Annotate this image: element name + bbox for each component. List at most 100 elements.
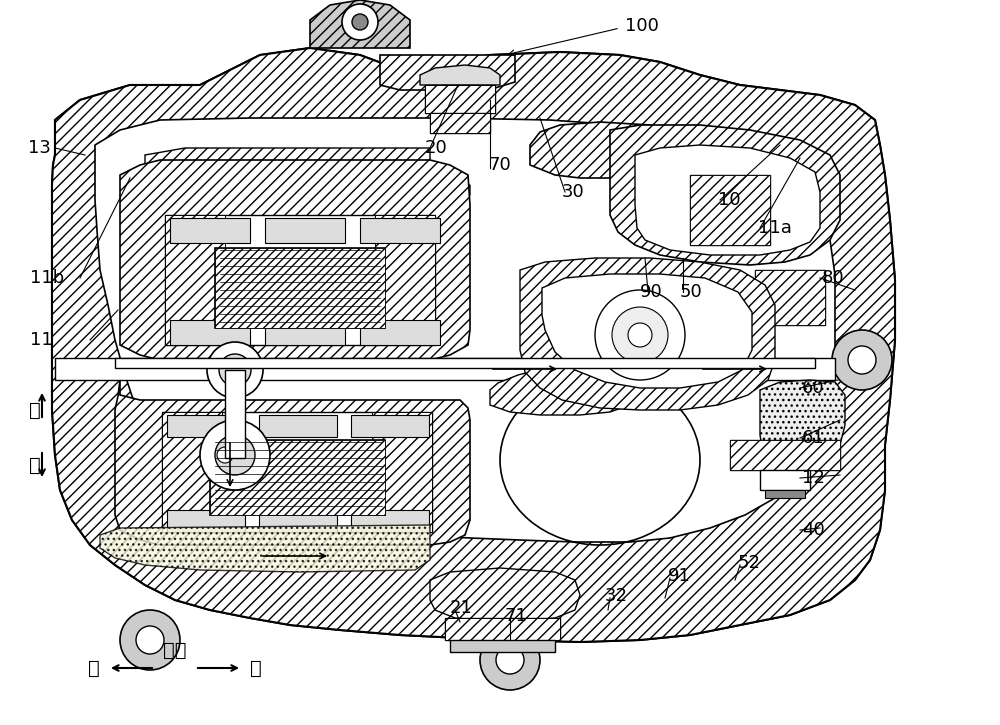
Bar xyxy=(695,280,745,320)
Circle shape xyxy=(136,626,164,654)
Circle shape xyxy=(120,610,180,670)
Text: 70: 70 xyxy=(488,156,511,174)
Circle shape xyxy=(848,346,876,374)
Bar xyxy=(755,270,825,325)
Bar xyxy=(210,440,385,515)
Polygon shape xyxy=(420,65,500,85)
Text: 12: 12 xyxy=(802,469,825,487)
Bar xyxy=(351,415,429,437)
Text: 100: 100 xyxy=(625,17,659,35)
Circle shape xyxy=(832,330,892,390)
Polygon shape xyxy=(100,525,430,572)
Polygon shape xyxy=(490,365,640,415)
Text: 21: 21 xyxy=(450,599,473,617)
Bar xyxy=(445,618,560,640)
Text: 52: 52 xyxy=(738,554,761,572)
Bar xyxy=(375,215,435,345)
Polygon shape xyxy=(635,145,820,255)
Polygon shape xyxy=(610,125,840,265)
Bar xyxy=(450,640,555,652)
Bar xyxy=(760,470,810,490)
Bar xyxy=(170,320,250,345)
Bar xyxy=(167,510,245,532)
Text: 90: 90 xyxy=(640,283,663,301)
Bar xyxy=(430,113,490,133)
Bar xyxy=(170,218,250,243)
Bar xyxy=(755,270,825,325)
Circle shape xyxy=(215,435,255,475)
Circle shape xyxy=(496,646,524,674)
Text: 上: 上 xyxy=(29,400,41,420)
Circle shape xyxy=(342,4,378,40)
Circle shape xyxy=(352,14,368,30)
Text: 11: 11 xyxy=(30,331,53,349)
Bar xyxy=(115,358,815,368)
Bar xyxy=(690,175,770,245)
Bar xyxy=(225,370,245,458)
Text: 32: 32 xyxy=(605,587,628,605)
Polygon shape xyxy=(310,0,410,48)
Circle shape xyxy=(207,342,263,398)
Bar xyxy=(360,218,440,243)
Text: 左: 左 xyxy=(88,658,100,677)
Bar xyxy=(259,510,337,532)
Circle shape xyxy=(217,447,233,463)
Text: 11a: 11a xyxy=(758,219,792,237)
Bar xyxy=(215,248,385,328)
Bar xyxy=(425,85,495,113)
Bar xyxy=(165,215,225,345)
Text: 61: 61 xyxy=(802,429,825,447)
Polygon shape xyxy=(120,160,470,360)
Text: 30: 30 xyxy=(562,183,585,201)
Bar xyxy=(730,440,840,470)
Bar xyxy=(430,113,490,133)
Bar xyxy=(690,175,770,245)
Circle shape xyxy=(628,323,652,347)
Circle shape xyxy=(480,630,540,690)
Bar xyxy=(640,285,680,315)
Polygon shape xyxy=(520,258,775,410)
Polygon shape xyxy=(52,48,895,642)
Text: 10: 10 xyxy=(718,191,741,209)
Text: 轴向: 轴向 xyxy=(163,640,187,660)
Polygon shape xyxy=(52,48,895,642)
Bar xyxy=(372,412,432,532)
Polygon shape xyxy=(430,568,580,622)
Text: 80: 80 xyxy=(822,269,845,287)
Text: 13: 13 xyxy=(28,139,51,157)
Circle shape xyxy=(595,290,685,380)
Text: 下: 下 xyxy=(29,455,41,474)
Bar xyxy=(265,320,345,345)
Text: 右: 右 xyxy=(250,658,262,677)
Polygon shape xyxy=(530,122,680,178)
Polygon shape xyxy=(120,148,470,205)
Bar xyxy=(351,510,429,532)
Circle shape xyxy=(219,354,251,386)
Polygon shape xyxy=(115,380,470,545)
Polygon shape xyxy=(760,380,845,460)
Text: 71: 71 xyxy=(505,607,528,625)
Bar xyxy=(265,218,345,243)
Bar xyxy=(445,618,560,640)
Circle shape xyxy=(612,307,668,363)
Bar xyxy=(210,440,385,515)
Text: 50: 50 xyxy=(680,283,703,301)
Bar xyxy=(730,440,840,470)
Text: 20: 20 xyxy=(425,139,448,157)
Bar xyxy=(259,415,337,437)
Bar xyxy=(360,320,440,345)
Bar xyxy=(215,248,385,328)
Bar xyxy=(167,415,245,437)
Bar xyxy=(765,490,805,498)
Bar xyxy=(162,412,432,532)
Circle shape xyxy=(200,420,270,490)
Polygon shape xyxy=(380,55,515,90)
Text: 91: 91 xyxy=(668,567,691,585)
Text: 11b: 11b xyxy=(30,269,64,287)
Bar xyxy=(165,215,435,345)
Bar xyxy=(55,358,835,380)
Polygon shape xyxy=(542,274,752,388)
Text: 40: 40 xyxy=(802,521,825,539)
Bar xyxy=(162,412,222,532)
Bar xyxy=(425,85,495,113)
